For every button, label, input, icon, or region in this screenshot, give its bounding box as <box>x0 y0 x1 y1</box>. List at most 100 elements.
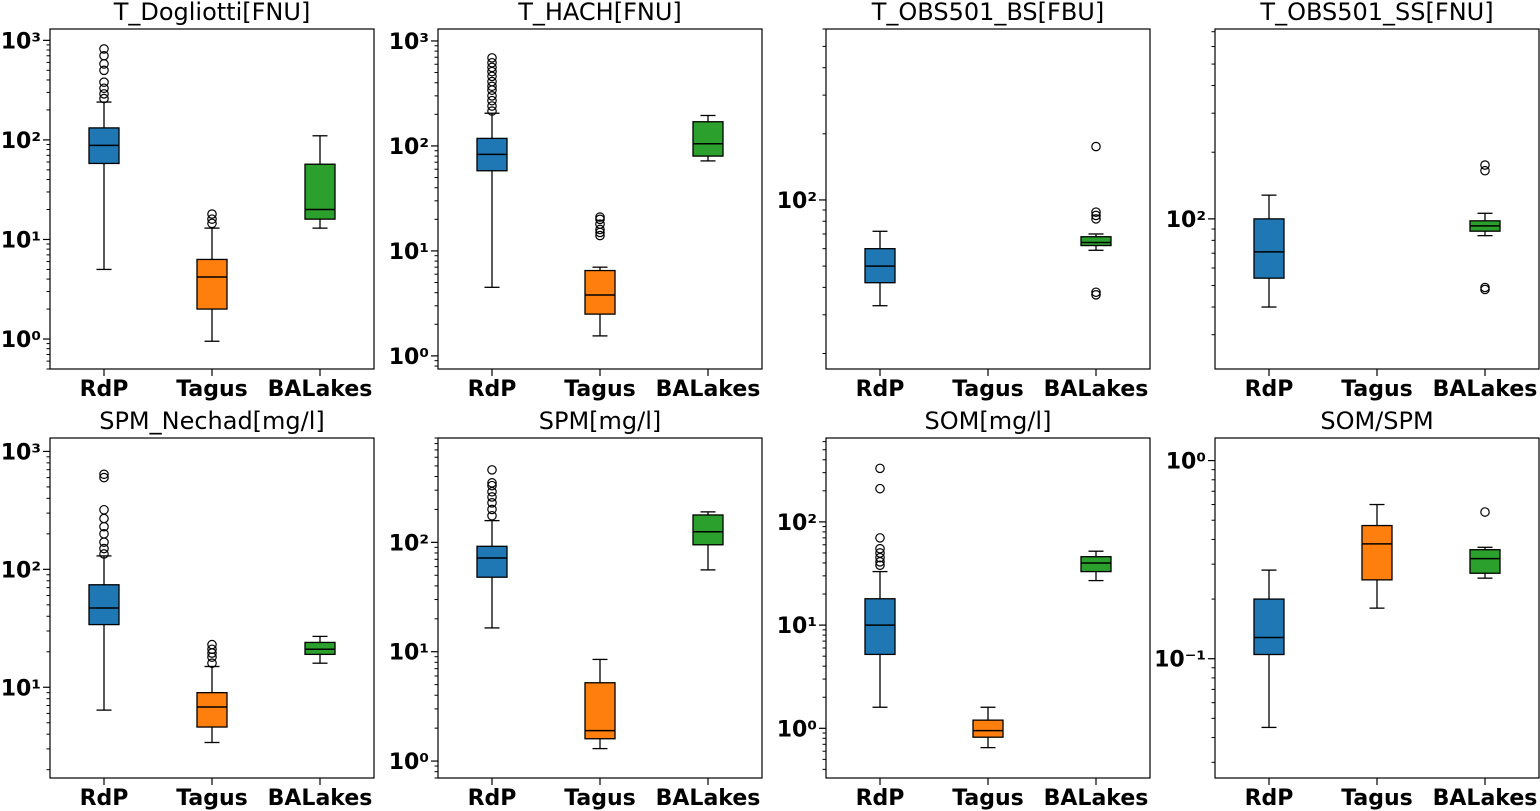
plot-frame <box>1214 28 1540 370</box>
y-tick-label: 10⁰ <box>389 345 429 370</box>
y-tick-label: 10³ <box>1 440 41 465</box>
plot-frame <box>825 437 1151 779</box>
y-tick-label: 10⁰ <box>1 328 41 353</box>
box-rdp <box>476 465 508 629</box>
outlier-point <box>487 480 497 491</box>
box-balakes <box>1080 141 1112 300</box>
outlier-point <box>1091 210 1101 221</box>
chart-title: SPM[mg/l] <box>539 407 662 435</box>
subplot-6: SPM[mg/l] 10⁰ 10¹ 10² RdP Tagus BALakes <box>389 407 763 811</box>
outlier-point <box>207 214 217 224</box>
outlier-point <box>487 91 497 101</box>
x-tick-label: BALakes <box>656 377 761 402</box>
y-tick-label: 10¹ <box>1 228 41 253</box>
x-tick-label: BALakes <box>268 377 373 402</box>
x-tick-label: RdP <box>1245 377 1294 402</box>
box-balakes <box>1080 550 1112 582</box>
outlier-point <box>875 560 885 571</box>
iqr-box <box>1469 549 1501 574</box>
outlier-point <box>595 230 605 241</box>
x-tick-label: Tagus <box>564 377 636 402</box>
subplot-4: T_OBS501_SS[FNU] 10² RdP Tagus BALakes <box>1166 0 1540 402</box>
outlier-point <box>487 101 497 111</box>
outlier-point <box>487 95 497 106</box>
x-tick-label: Tagus <box>952 377 1024 402</box>
plot-frame <box>49 437 375 779</box>
subplot-2: T_HACH[FNU] 10⁰ 10¹ 10² 10³ RdP Tagus BALakes <box>389 0 763 402</box>
outlier-point <box>99 472 109 483</box>
outlier-point <box>99 83 109 94</box>
box-rdp <box>1253 194 1285 308</box>
y-tick-label: 10¹ <box>389 240 429 265</box>
box-balakes <box>692 511 724 571</box>
outlier-point <box>207 644 217 655</box>
outlier-point <box>99 59 109 69</box>
iqr-box <box>1361 524 1393 581</box>
chart-title: SOM[mg/l] <box>925 407 1052 435</box>
chart-title: T_OBS501_SS[FNU] <box>1259 0 1493 26</box>
box-tagus <box>196 639 228 744</box>
outlier-point <box>99 469 109 480</box>
subplot-8: SOM/SPM 10⁻¹ 10⁰ RdP Tagus BALakes <box>1154 407 1540 811</box>
subplot-5: SPM_Nechad[mg/l] 10¹ 10² 10³ RdP Tagus BALakes <box>1 407 375 811</box>
plot-frame <box>437 437 763 779</box>
outlier-point <box>99 504 109 515</box>
subplot-3: T_OBS501_BS[FBU] 10² RdP Tagus BALakes <box>777 0 1151 402</box>
iqr-box <box>584 682 616 740</box>
x-tick-label: Tagus <box>176 377 248 402</box>
x-tick-label: BALakes <box>268 786 373 811</box>
iqr-box <box>864 598 896 656</box>
x-tick-label: RdP <box>80 377 129 402</box>
outlier-point <box>1091 141 1101 152</box>
y-axis: 10⁰ 10¹ 10² <box>777 441 826 770</box>
iqr-box <box>476 545 508 578</box>
x-tick-label: Tagus <box>1341 786 1413 811</box>
x-tick-label: RdP <box>1245 786 1294 811</box>
chart-title: T_Dogliotti[FNU] <box>113 0 311 26</box>
outlier-point <box>487 76 497 87</box>
x-tick-label: RdP <box>468 377 517 402</box>
y-axis: 10⁰ 10¹ 10² 10³ <box>1 29 50 370</box>
outlier-point <box>99 77 109 87</box>
outlier-point <box>1480 284 1490 295</box>
x-tick-label: BALakes <box>656 786 761 811</box>
iqr-box <box>1080 236 1112 247</box>
subplot-1: T_Dogliotti[FNU] 10⁰ 10¹ 10² 10³ RdP Tagus BALa… <box>1 0 375 402</box>
y-tick-label: 10² <box>1 558 41 583</box>
x-tick-label: Tagus <box>176 786 248 811</box>
outlier-point <box>207 209 217 219</box>
box-tagus <box>584 658 616 750</box>
x-tick-label: RdP <box>856 786 905 811</box>
outlier-point <box>595 219 605 229</box>
outlier-point <box>487 478 497 488</box>
y-tick-label: 10⁰ <box>777 717 817 742</box>
box-rdp <box>1253 569 1285 729</box>
iqr-box <box>304 641 336 656</box>
y-tick-label: 10² <box>777 189 817 214</box>
y-tick-label: 10³ <box>389 30 429 55</box>
outlier-point <box>99 50 109 61</box>
iqr-box <box>1253 598 1285 656</box>
outlier-point <box>99 89 109 99</box>
chart-title: SPM_Nechad[mg/l] <box>99 407 325 435</box>
outlier-point <box>99 549 109 559</box>
box-rdp <box>864 230 896 307</box>
outlier-point <box>875 548 885 558</box>
x-tick-label: BALakes <box>1044 377 1149 402</box>
y-axis: 10² <box>1166 31 1215 336</box>
outlier-point <box>99 44 109 54</box>
outlier-point <box>487 504 497 515</box>
plot-frame <box>437 28 763 370</box>
y-tick-label: 10⁰ <box>389 750 429 775</box>
outlier-point <box>207 658 217 668</box>
plot-frame <box>49 28 375 370</box>
chart-title: T_HACH[FNU] <box>517 0 682 26</box>
chart-title: T_OBS501_BS[FBU] <box>871 0 1104 26</box>
box-tagus <box>972 706 1004 749</box>
box-balakes <box>1469 160 1501 295</box>
y-tick-label: 10² <box>389 135 429 160</box>
y-axis: 10² <box>777 28 826 354</box>
y-tick-label: 10¹ <box>389 641 429 666</box>
y-tick-label: 10⁰ <box>1166 450 1206 475</box>
